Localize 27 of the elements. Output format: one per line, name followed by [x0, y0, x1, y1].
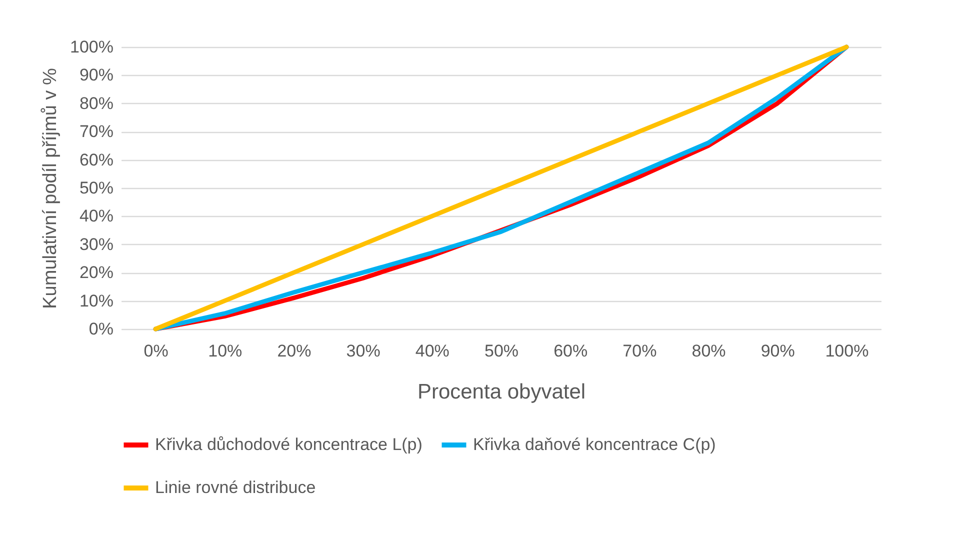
x-tick-label: 60% [554, 342, 588, 360]
y-tick-label: 40% [79, 206, 114, 226]
x-tick-label: 100% [825, 342, 869, 360]
y-axis-title: Kumulativní podíl příjmů v % [40, 68, 62, 309]
x-tick-label: 80% [692, 342, 726, 360]
y-tick-label: 70% [79, 122, 114, 142]
legend-label: Křivka důchodové koncentrace L(p) [155, 435, 422, 454]
legend-label: Křivka daňové koncentrace C(p) [473, 435, 716, 454]
y-tick-label: 0% [88, 320, 114, 338]
x-tick-label: 50% [484, 342, 519, 360]
x-tick-label: 20% [277, 342, 312, 360]
y-tick-label: 10% [79, 291, 114, 310]
x-tick-label: 40% [415, 342, 450, 360]
legend-label: Linie rovné distribuce [155, 478, 316, 497]
y-tick-label: 80% [79, 94, 114, 113]
x-tick-label: 10% [208, 342, 242, 360]
y-tick-label: 100% [70, 38, 114, 56]
y-tick-label: 50% [79, 178, 114, 198]
y-tick-label: 20% [79, 263, 114, 282]
y-tick-label: 90% [79, 66, 114, 85]
y-tick-label: 30% [79, 234, 114, 254]
x-tick-label: 70% [622, 342, 657, 360]
x-tick-label: 30% [346, 342, 380, 360]
x-tick-label: 0% [144, 342, 168, 360]
x-tick-label: 90% [760, 342, 795, 360]
x-axis-title: Procenta obyvatel [417, 380, 586, 404]
y-tick-label: 60% [79, 150, 114, 170]
